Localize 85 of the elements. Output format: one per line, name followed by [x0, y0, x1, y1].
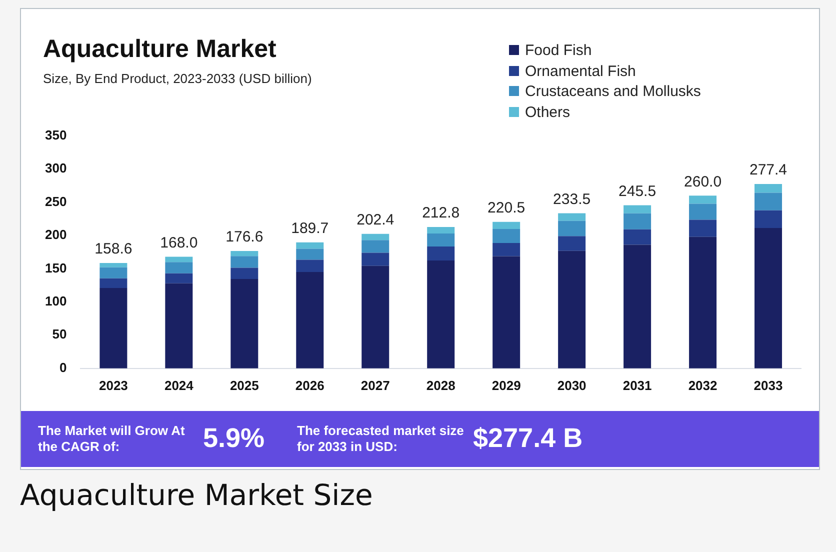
- y-tick-label: 50: [52, 326, 67, 342]
- total-label: 220.5: [488, 200, 526, 217]
- x-tick-label: 2029: [492, 378, 521, 393]
- total-label: 277.4: [749, 162, 788, 179]
- bar: [362, 266, 390, 368]
- x-tick-label: 2028: [426, 378, 456, 393]
- x-tick-label: 2032: [688, 378, 718, 393]
- bar: [165, 262, 193, 274]
- bar: [230, 268, 258, 279]
- bar: [754, 228, 782, 368]
- bar: [624, 229, 652, 245]
- bar: [558, 213, 586, 221]
- bar: [362, 234, 390, 240]
- legend-label: Others: [524, 102, 572, 122]
- bar: [165, 283, 193, 368]
- bar: [100, 263, 128, 268]
- bar: [427, 246, 455, 261]
- total-label: 233.5: [553, 190, 591, 208]
- text: Aquaculture Market Size: [20, 478, 373, 512]
- bar: [100, 288, 128, 368]
- bar: [492, 242, 520, 256]
- bar: [492, 222, 520, 230]
- bar: [362, 252, 390, 266]
- text: The Market will Grow At the CAGR of:: [38, 423, 186, 455]
- bar: [624, 205, 652, 214]
- total-label: 168.0: [160, 234, 198, 252]
- x-tick-label: 2027: [360, 378, 390, 393]
- bar: [492, 229, 520, 243]
- x-tick-label: 2030: [557, 378, 586, 393]
- bar: [296, 248, 324, 260]
- bar: [689, 196, 717, 204]
- total-label: 202.4: [356, 212, 394, 229]
- bar: [558, 220, 586, 236]
- bar: [296, 242, 324, 249]
- chart-subtitle: Size, By End Product, 2023-2033 (USD billion): [43, 71, 312, 86]
- total-label: 158.6: [94, 240, 132, 258]
- y-tick-label: 250: [44, 194, 67, 209]
- text: 5.9%: [203, 423, 265, 454]
- bar: [427, 233, 455, 247]
- bar: [230, 256, 258, 268]
- x-tick-label: 2025: [230, 378, 259, 393]
- legend-label: Ornamental Fish: [524, 62, 637, 82]
- bar: [492, 256, 520, 368]
- bar: [689, 236, 717, 368]
- text: $277.4 B: [473, 423, 583, 454]
- total-label: 260.0: [684, 173, 722, 190]
- y-tick-label: 150: [44, 260, 67, 276]
- bar: [230, 278, 258, 368]
- y-tick-label: 350: [44, 127, 67, 142]
- bar: [689, 204, 717, 220]
- legend-label: Crustaceans and Mollusks: [524, 82, 701, 102]
- bar: [165, 273, 193, 284]
- bar: [100, 267, 128, 278]
- text: The forecasted market size for 2033 in USD:: [297, 423, 465, 455]
- x-tick-label: 2031: [622, 378, 652, 393]
- y-tick-label: 200: [44, 227, 67, 242]
- chart-title: Aquaculture Market: [43, 35, 276, 64]
- bar: [296, 272, 324, 368]
- bar: [427, 226, 455, 234]
- x-tick-label: 2026: [295, 378, 324, 393]
- y-tick-label: 0: [59, 360, 67, 375]
- x-tick-label: 2024: [164, 378, 194, 393]
- legend-label: Food Fish: [524, 41, 593, 61]
- y-tick-label: 100: [44, 294, 67, 309]
- total-label: 212.8: [422, 204, 460, 222]
- x-tick-label: 2033: [754, 378, 783, 393]
- bar: [230, 251, 258, 256]
- bar: [427, 260, 455, 368]
- total-label: 189.7: [291, 220, 329, 237]
- bar: [558, 236, 586, 251]
- y-tick-label: 300: [44, 160, 67, 176]
- total-label: 245.5: [618, 182, 656, 200]
- bar: [624, 244, 652, 368]
- bar: [754, 192, 782, 210]
- bar: [689, 220, 717, 237]
- total-label: 176.6: [226, 228, 264, 246]
- bar: [296, 260, 324, 272]
- bar: [624, 213, 652, 230]
- x-tick-label: 2023: [98, 378, 128, 393]
- bar: [754, 210, 782, 228]
- bar: [100, 278, 128, 288]
- bar: [754, 184, 782, 193]
- bar: [165, 256, 193, 262]
- bar: [362, 240, 390, 253]
- bar: [558, 250, 586, 368]
